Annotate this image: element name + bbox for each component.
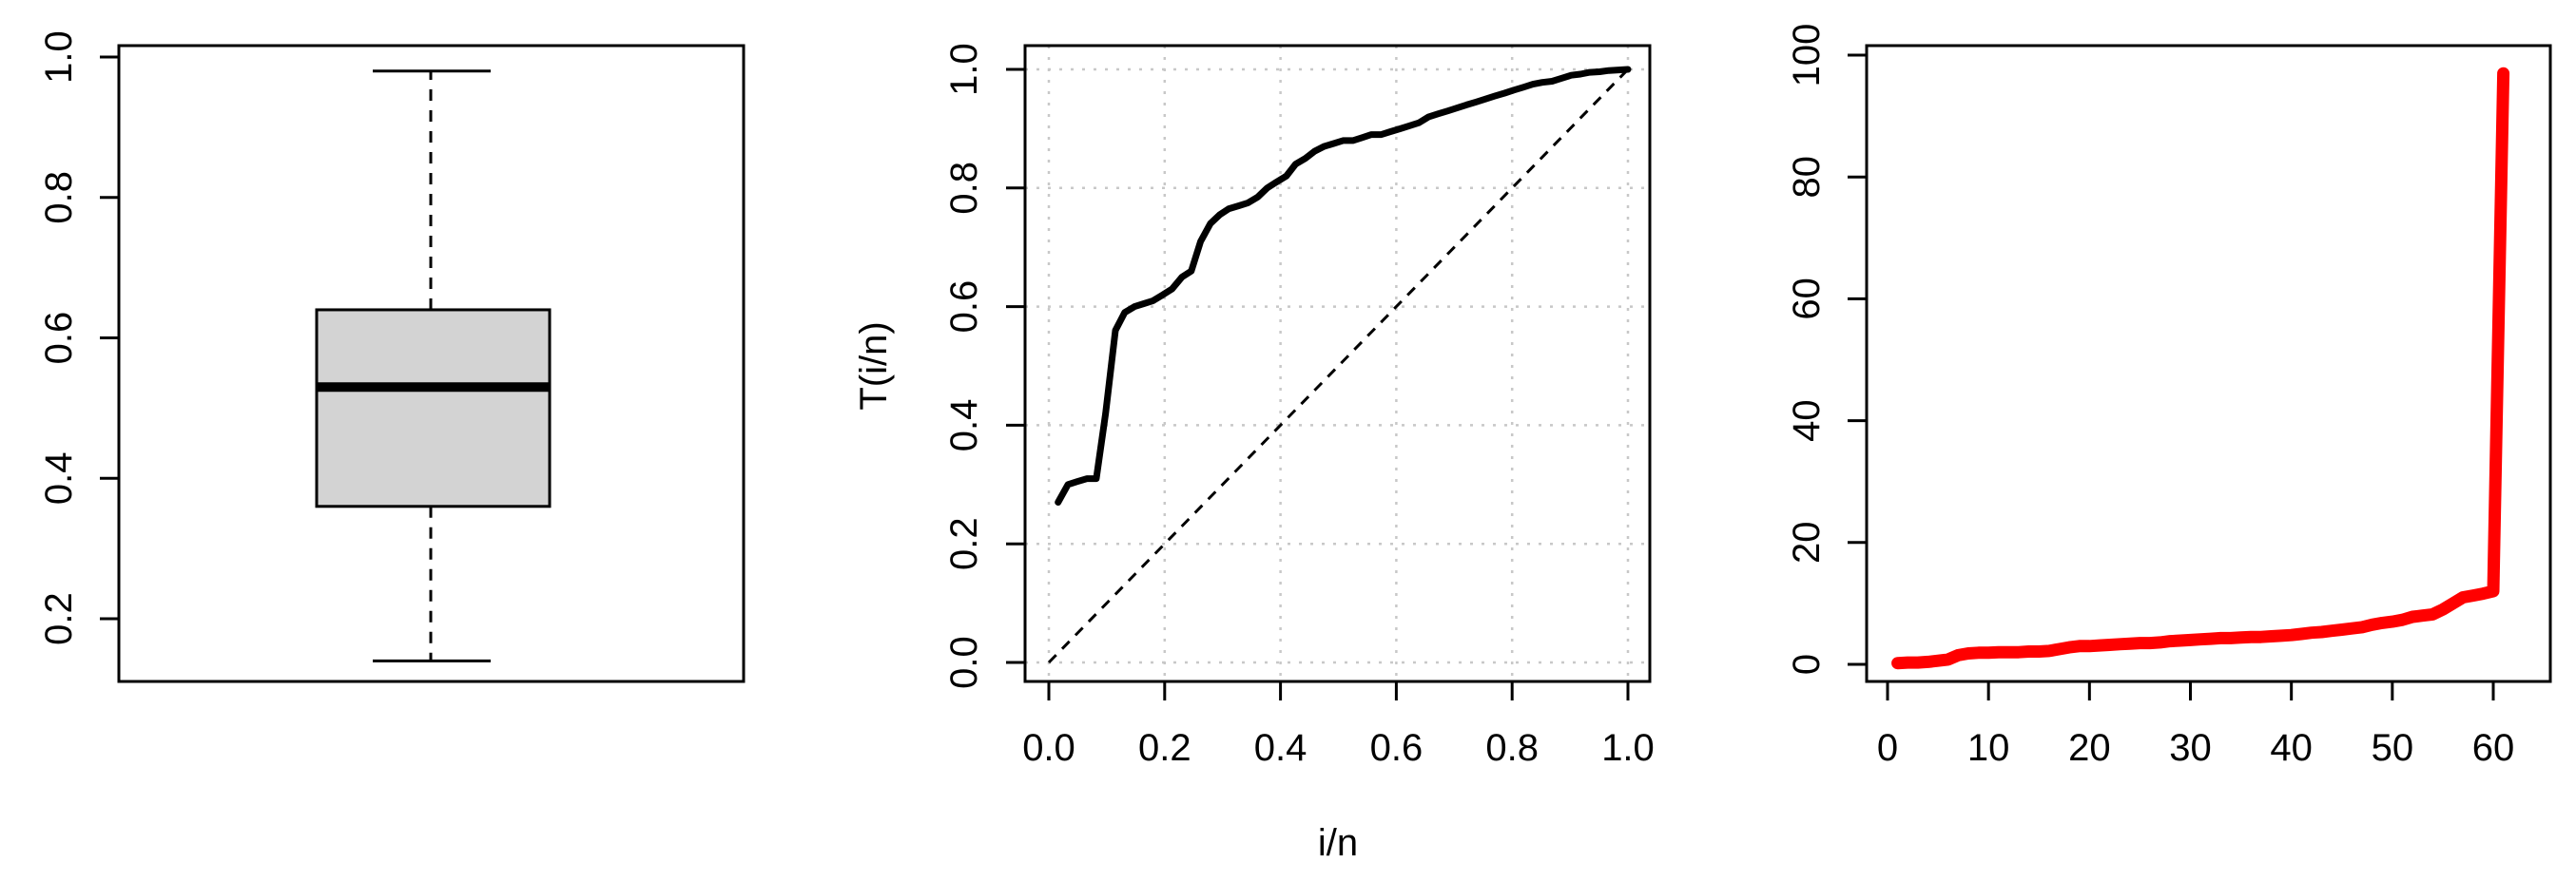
red-frame — [1865, 44, 2552, 683]
red-x-axis: 0 10 20 30 40 50 60 — [1867, 680, 2515, 769]
red-y-tick-label: 20 — [1786, 522, 1828, 565]
red-x-tick-label: 10 — [1967, 727, 2010, 769]
curve-y-axis: 0.0 0.2 0.4 0.6 0.8 1.0 — [943, 43, 1027, 689]
red-x-tick-label: 50 — [2372, 727, 2414, 769]
boxplot-y-tick-label: 0.4 — [38, 451, 80, 505]
red-x-tick-label: 0 — [1877, 727, 1898, 769]
red-x-tick-label: 60 — [2472, 727, 2515, 769]
curve-x-tick-label: 0.8 — [1485, 727, 1539, 769]
curve-x-tick-label: 0.0 — [1022, 727, 1075, 769]
boxplot-y-tick-label: 1.0 — [38, 30, 80, 84]
curve-series — [1047, 66, 1632, 664]
red-y-tick-label: 60 — [1786, 278, 1828, 320]
curve-x-axis: 0.0 0.2 0.4 0.6 0.8 1.0 — [1022, 680, 1655, 769]
boxplot-y-axis: 0.2 0.4 0.6 0.8 1.0 — [38, 30, 121, 645]
curve-y-tick-label: 0.0 — [943, 636, 985, 689]
red-x-tick-label: 20 — [2068, 727, 2111, 769]
red-x-tick-label: 30 — [2169, 727, 2212, 769]
boxplot-body — [315, 69, 552, 662]
red-y-tick-label: 40 — [1786, 399, 1828, 442]
curve-x-tick-label: 0.2 — [1138, 727, 1191, 769]
curve-y-axis-title: T(i/n) — [853, 321, 895, 410]
curve-y-tick-label: 0.4 — [943, 399, 985, 452]
curve-x-axis-title: i/n — [1318, 822, 1358, 864]
curve-diagonal-reference-line — [1047, 67, 1630, 664]
curve-y-tick-label: 1.0 — [943, 43, 985, 96]
red-series — [1891, 67, 2510, 670]
red-x-tick-label: 40 — [2270, 727, 2313, 769]
red-panel: 0 10 20 30 40 50 60 0 20 40 60 80 100 — [1786, 24, 2552, 769]
boxplot-y-tick-label: 0.2 — [38, 592, 80, 645]
boxplot-box — [315, 308, 552, 508]
curve-y-tick-label: 0.8 — [943, 162, 985, 215]
curve-x-tick-label: 1.0 — [1601, 727, 1655, 769]
boxplot-panel: 0.2 0.4 0.6 0.8 1.0 — [38, 30, 746, 683]
curve-x-tick-label: 0.6 — [1370, 727, 1424, 769]
red-y-tick-label: 80 — [1786, 156, 1828, 199]
boxplot-y-tick-label: 0.8 — [38, 171, 80, 224]
boxplot-y-tick-label: 0.6 — [38, 312, 80, 365]
curve-t-line — [1055, 66, 1632, 506]
curve-x-tick-label: 0.4 — [1254, 727, 1307, 769]
red-y-axis: 0 20 40 60 80 100 — [1786, 24, 1869, 675]
red-y-tick-label: 0 — [1786, 654, 1828, 675]
curve-panel: 0.0 0.2 0.4 0.6 0.8 1.0 0.0 0.2 0.4 0.6 0.8 1.0 i/… — [853, 43, 1655, 864]
curve-y-tick-label: 0.2 — [943, 517, 985, 570]
curve-y-tick-label: 0.6 — [943, 280, 985, 334]
red-line — [1891, 67, 2510, 670]
red-y-tick-label: 100 — [1786, 24, 1828, 87]
